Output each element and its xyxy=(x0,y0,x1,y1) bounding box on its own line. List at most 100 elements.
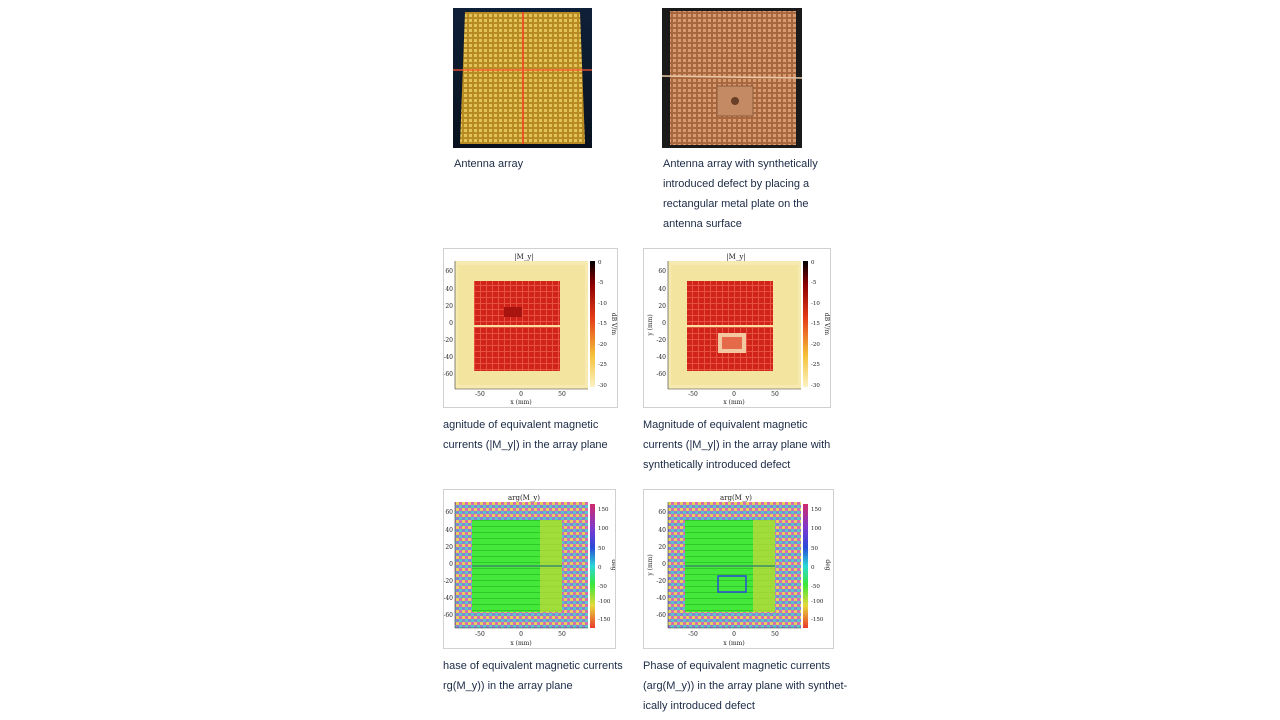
colorbar-tick: 0 xyxy=(598,565,602,571)
x-axis-label: x (mm) xyxy=(723,399,744,406)
colorbar-tick: -5 xyxy=(598,280,604,286)
y-axis-label: y (mm) xyxy=(647,314,654,336)
colorbar-tick: -25 xyxy=(811,362,820,368)
x-axis-label: x (mm) xyxy=(510,640,531,647)
y-tick: 60 xyxy=(445,268,453,275)
colorbar-tick: 0 xyxy=(811,260,815,266)
y-tick: 40 xyxy=(445,286,453,293)
caption-line: antenna surface xyxy=(663,218,742,230)
y-tick: 0 xyxy=(662,561,666,568)
y-axis-label: y (mm) xyxy=(647,554,654,576)
y-tick: -60 xyxy=(444,612,453,619)
caption-line: currents (|M_y|) in the array plane xyxy=(443,439,608,451)
y-tick: 20 xyxy=(658,303,666,310)
caption-line: Phase of equivalent magnetic currents xyxy=(643,660,831,672)
caption-line: synthetically introduced defect xyxy=(643,459,791,471)
y-tick: -40 xyxy=(444,354,453,361)
colorbar-tick: -25 xyxy=(598,362,607,368)
caption-line: agnitude of equivalent magnetic xyxy=(443,419,599,431)
colorbar-tick: -30 xyxy=(598,383,607,389)
colorbar-tick: 0 xyxy=(811,565,815,571)
y-tick: 40 xyxy=(658,286,666,293)
colorbar-unit: dB V/m xyxy=(823,313,830,336)
y-tick: -60 xyxy=(656,371,666,378)
colorbar-tick: -100 xyxy=(598,599,611,605)
magnitude-plot-array: |M_y| 60 40 20 0 -20 -40 -60 -5 0 0 50 x … xyxy=(443,248,618,408)
colorbar-tick: -150 xyxy=(811,617,824,623)
colorbar-unit: deg xyxy=(610,559,616,570)
colorbar-tick: -150 xyxy=(598,617,611,623)
caption-magnitude-array: agnitude of equivalent magnetic currents… xyxy=(443,415,608,455)
colorbar-tick: -100 xyxy=(811,599,824,605)
x-tick: -50 xyxy=(688,391,698,398)
caption-line: rectangular metal plate on the xyxy=(663,198,809,210)
y-tick: -40 xyxy=(444,595,453,602)
y-tick: -20 xyxy=(656,337,666,344)
x-tick: 50 xyxy=(558,391,566,398)
colorbar-tick: -20 xyxy=(811,342,820,348)
colorbar-tick: 100 xyxy=(811,526,822,532)
y-tick: -20 xyxy=(444,578,453,585)
colorbar-tick: -5 xyxy=(811,280,817,286)
antenna-array-photo xyxy=(453,8,592,148)
caption-antenna-array: Antenna array xyxy=(454,154,523,174)
colorbar-tick: -15 xyxy=(598,321,607,327)
y-tick: -20 xyxy=(444,337,453,344)
y-tick: 20 xyxy=(445,303,453,310)
caption-line: (arg(M_y)) in the array plane with synth… xyxy=(643,680,848,692)
caption-line: currents (|M_y|) in the array plane with xyxy=(643,439,831,451)
caption-magnitude-defect: Magnitude of equivalent magnetic current… xyxy=(643,415,830,475)
plot-title: arg(M_y) xyxy=(508,494,540,502)
colorbar-tick: 150 xyxy=(598,507,609,513)
colorbar-tick: -10 xyxy=(598,301,607,307)
y-tick: 40 xyxy=(445,527,453,534)
y-tick: -20 xyxy=(656,578,666,585)
y-tick: 60 xyxy=(658,268,666,275)
y-tick: 0 xyxy=(449,320,453,327)
colorbar-tick: -50 xyxy=(811,584,820,590)
x-tick: 0 xyxy=(732,391,736,398)
colorbar-tick: -10 xyxy=(811,301,820,307)
caption-line: Antenna array xyxy=(454,158,524,170)
phase-plot-defect: arg(M_y) 60 40 20 0 -20 -40 -60 y (mm) -… xyxy=(643,489,834,649)
caption-antenna-array-defect: Antenna array with synthetically introdu… xyxy=(663,154,818,234)
plot-title: |M_y| xyxy=(726,253,745,261)
caption-line: introduced defect by placing a xyxy=(663,178,810,190)
x-tick: 50 xyxy=(558,631,566,638)
y-tick: -40 xyxy=(656,354,666,361)
x-tick: 50 xyxy=(771,391,779,398)
x-tick: -50 xyxy=(688,631,698,638)
y-tick: 20 xyxy=(658,544,666,551)
caption-line: Magnitude of equivalent magnetic xyxy=(643,419,808,431)
y-tick: 20 xyxy=(445,544,453,551)
plot-title: |M_y| xyxy=(514,253,533,261)
x-axis-label: x (mm) xyxy=(510,399,531,406)
y-tick: 0 xyxy=(662,320,666,327)
magnitude-plot-defect: |M_y| 60 40 20 0 -20 -40 -60 y (mm) -50 … xyxy=(643,248,831,408)
y-tick: -40 xyxy=(656,595,666,602)
caption-line: Antenna array with synthetically xyxy=(663,158,818,170)
y-tick: -60 xyxy=(656,612,666,619)
colorbar-tick: -50 xyxy=(598,584,607,590)
y-tick: 60 xyxy=(445,509,453,516)
caption-line: rg(M_y)) in the array plane xyxy=(443,680,573,692)
colorbar-tick: 100 xyxy=(598,526,609,532)
caption-line: ically introduced defect xyxy=(643,700,755,712)
x-tick: 0 xyxy=(519,391,523,398)
x-tick: 0 xyxy=(519,631,523,638)
plot-title: arg(M_y) xyxy=(720,494,752,502)
colorbar-tick: -30 xyxy=(811,383,820,389)
y-tick: 40 xyxy=(658,527,666,534)
caption-phase-defect: Phase of equivalent magnetic currents (a… xyxy=(643,656,847,716)
phase-plot-array: arg(M_y) 60 40 20 0 -20 -40 -60 -50 0 50… xyxy=(443,489,616,649)
y-tick: 0 xyxy=(449,561,453,568)
colorbar-tick: 0 xyxy=(598,260,602,266)
x-tick: 50 xyxy=(771,631,779,638)
colorbar-tick: 50 xyxy=(598,546,605,552)
y-tick: 60 xyxy=(658,509,666,516)
y-tick: -60 xyxy=(444,371,453,378)
colorbar-unit: deg xyxy=(824,559,831,570)
colorbar-tick: -20 xyxy=(598,342,607,348)
colorbar-unit: dB V/m xyxy=(610,313,617,336)
colorbar-tick: -15 xyxy=(811,321,820,327)
